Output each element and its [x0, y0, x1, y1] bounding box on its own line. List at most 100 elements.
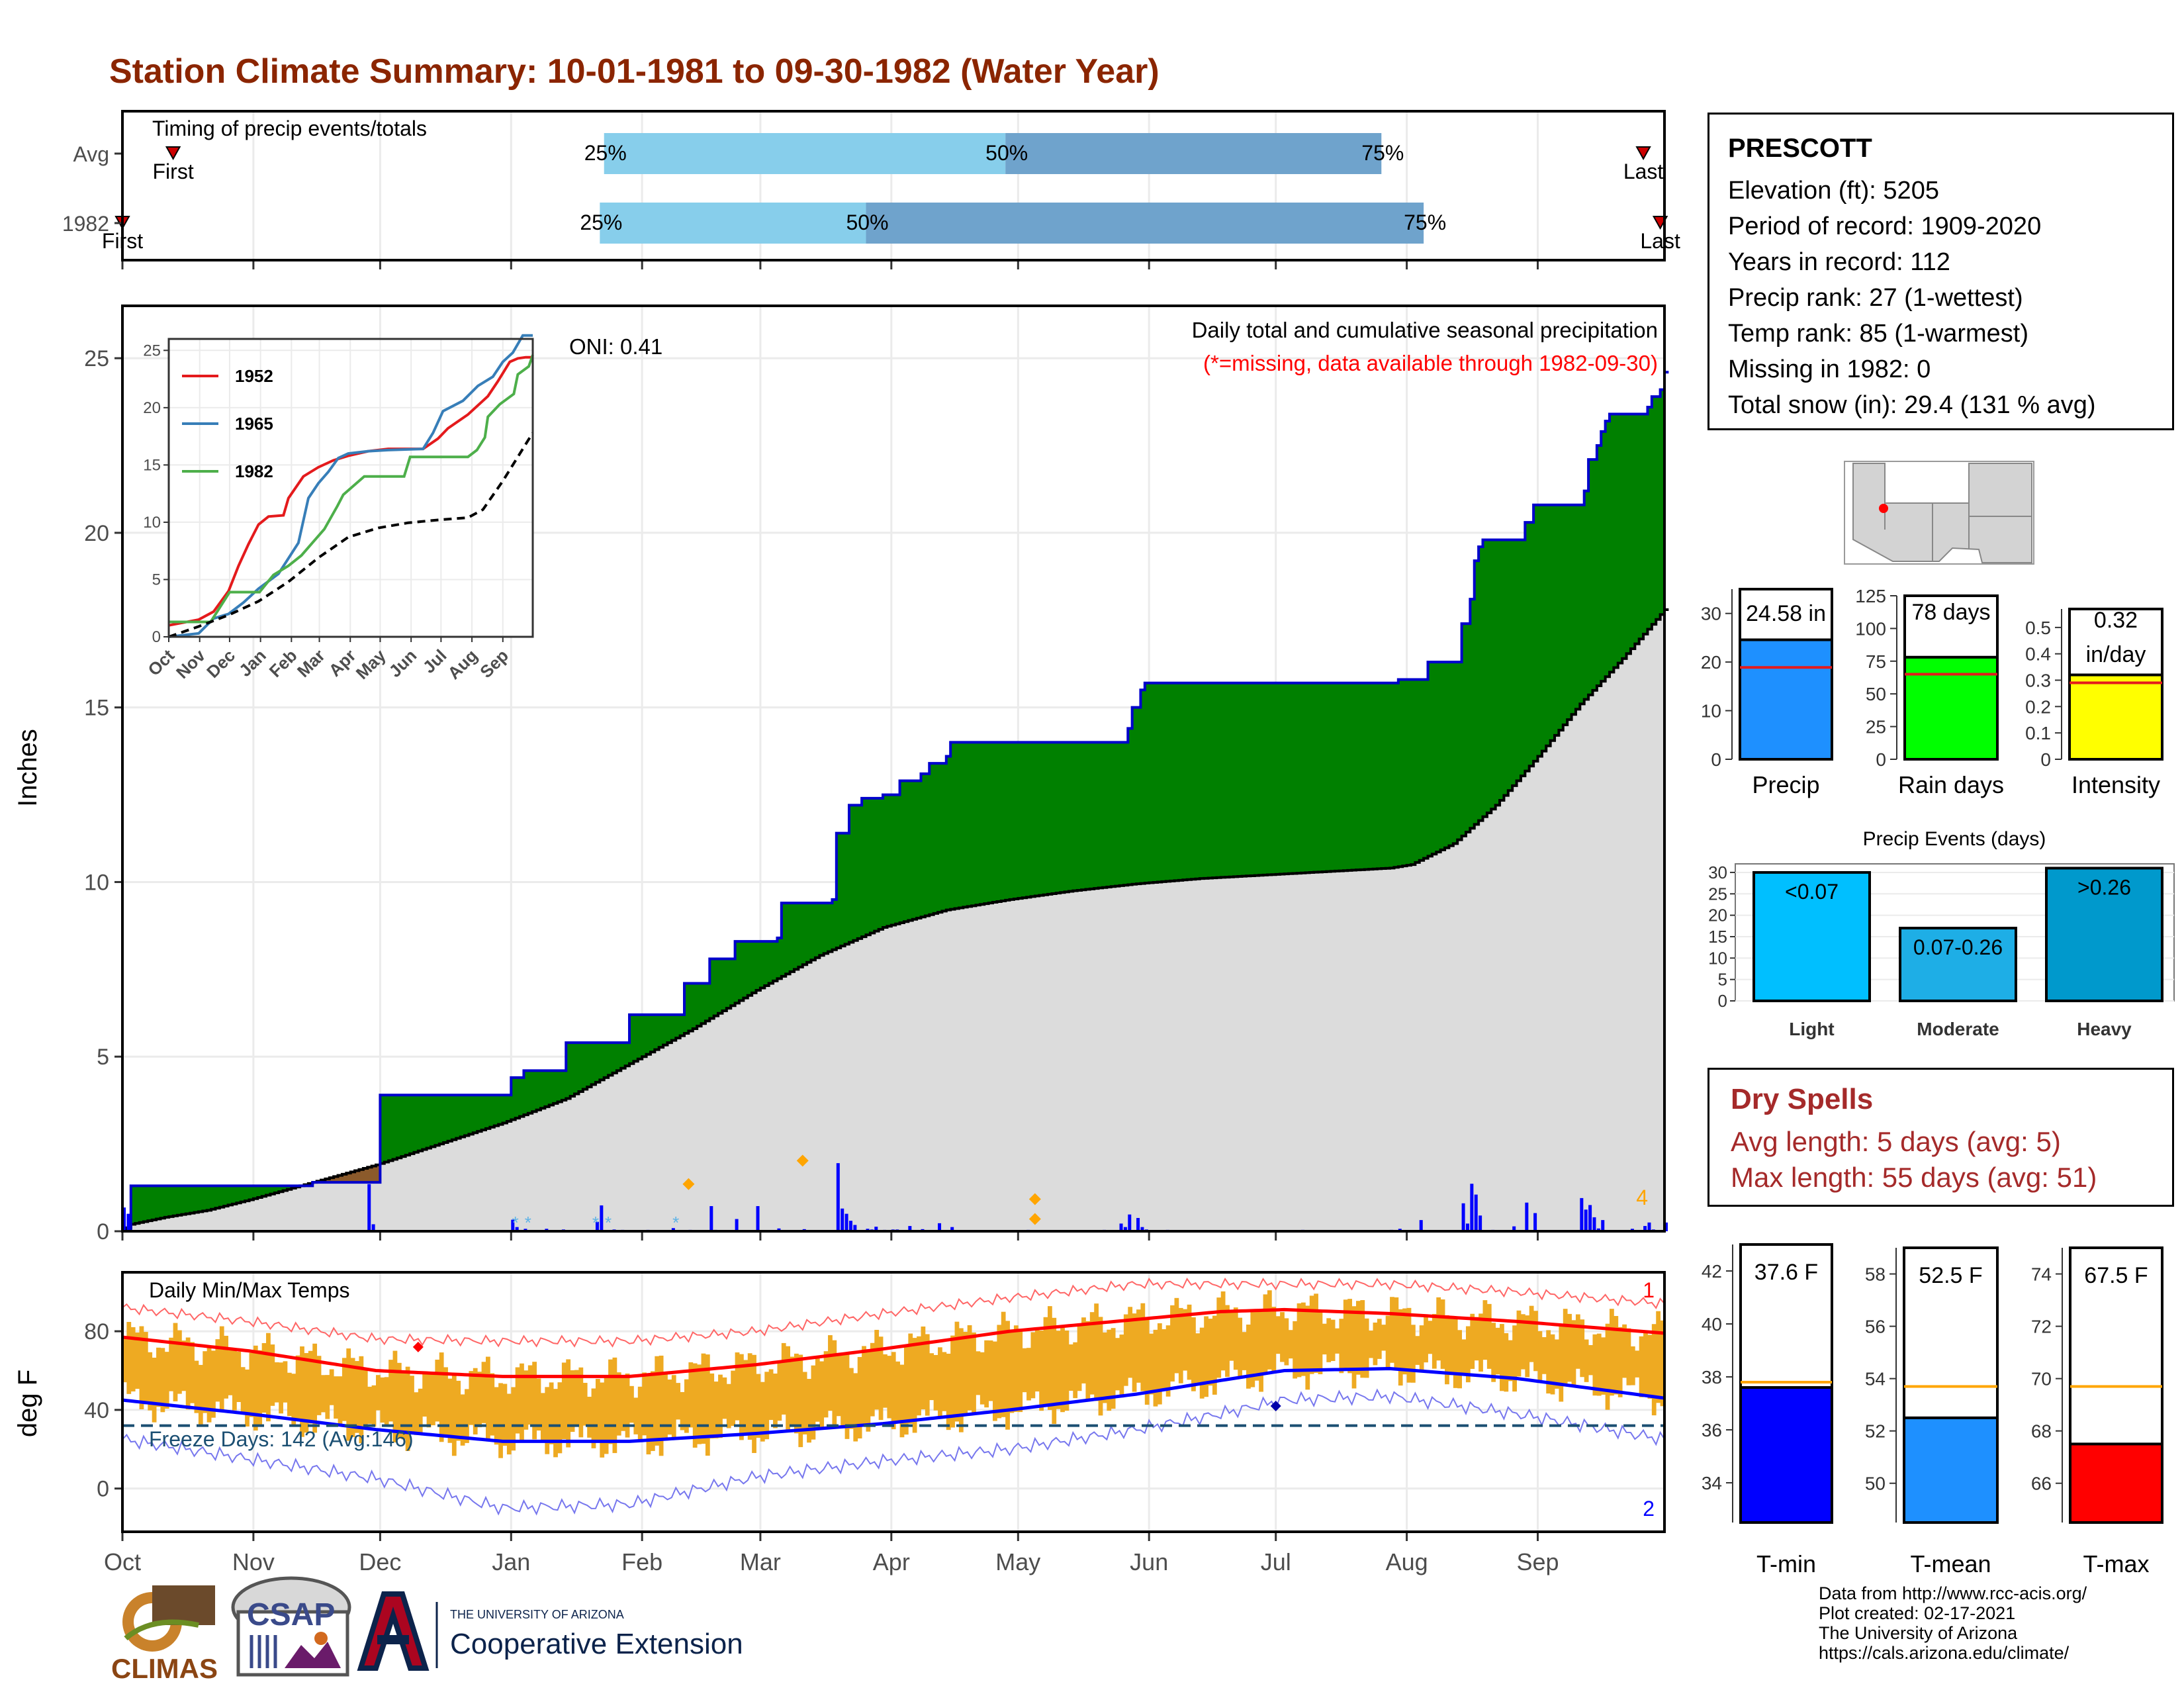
- temps-daily-range-bar: [1094, 1303, 1099, 1401]
- precip-anomaly-fill: [1199, 682, 1205, 879]
- temps-daily-range-bar: [1111, 1328, 1116, 1409]
- temps-daily-range-bar: [1161, 1329, 1167, 1389]
- temps-daily-range-bar: [228, 1350, 233, 1395]
- precip-anomaly-fill: [1617, 414, 1623, 663]
- temps-daily-range-bar: [663, 1373, 668, 1438]
- temps-daily-range-bar: [908, 1333, 913, 1424]
- precip-anomaly-fill: [198, 1186, 203, 1212]
- station-name: PRESCOTT: [1728, 134, 1872, 163]
- events-bar-label: >0.26: [2077, 875, 2131, 899]
- temps-daily-range-bar: [844, 1354, 850, 1439]
- precip-daily-bar: [1647, 1222, 1651, 1231]
- precip-anomaly-fill: [253, 1186, 258, 1199]
- temps-daily-range-bar: [1635, 1350, 1640, 1378]
- precip-anomaly-fill: [228, 1186, 233, 1205]
- precip-anomaly-fill: [215, 1186, 220, 1209]
- precip-anomaly-fill: [1656, 397, 1661, 620]
- temps-daily-range-bar: [295, 1355, 300, 1420]
- precip-anomaly-fill: [177, 1186, 182, 1215]
- temps-daily-range-bar: [1390, 1297, 1394, 1363]
- precip-anomaly-fill: [616, 1043, 621, 1071]
- precip-anomaly-fill: [705, 983, 710, 1021]
- precip-daily-bar: [1136, 1217, 1140, 1231]
- station-info-box: PRESCOTT Elevation (ft): 5205 Period of …: [1707, 113, 2174, 430]
- summary-bar-background: [1903, 1246, 1999, 1419]
- timing-frame: [121, 110, 1666, 261]
- precip-anomaly-fill: [261, 1186, 267, 1197]
- inset-series-line: [168, 334, 533, 638]
- precip-anomaly-fill: [1470, 599, 1475, 829]
- precip-anomaly-fill: [899, 780, 905, 923]
- summary-y-label: 34: [1702, 1473, 1722, 1493]
- precip-anomaly-fill: [532, 1070, 537, 1112]
- temps-daily-range-bar: [587, 1397, 592, 1438]
- inset-y-label: 0: [152, 628, 161, 646]
- precip-y-label: 20: [84, 521, 109, 546]
- temps-daily-range-bar: [274, 1362, 279, 1403]
- temps-daily-range-bar: [866, 1349, 871, 1432]
- month-axis-label: Jan: [492, 1548, 530, 1575]
- summary-bar: [2069, 1442, 2163, 1524]
- temps-daily-range-bar: [1102, 1332, 1107, 1403]
- temps-daily-range-bar: [1369, 1331, 1373, 1358]
- temps-daily-range-bar: [1246, 1324, 1251, 1389]
- summary-y-label: 0.5: [2025, 618, 2051, 638]
- precip-anomaly-fill: [194, 1186, 199, 1213]
- precip-anomaly-fill: [477, 1095, 482, 1132]
- precip-anomaly-fill: [984, 742, 989, 904]
- temps-daily-range-bar: [1229, 1311, 1234, 1361]
- temps-daily-range-bar: [1559, 1324, 1564, 1402]
- precip-daily-bar: [1119, 1223, 1123, 1231]
- precip-event-marker: [1028, 1213, 1041, 1225]
- precip-anomaly-fill: [1541, 504, 1547, 751]
- precip-daily-bar: [1128, 1214, 1132, 1231]
- temps-daily-range-bar: [1626, 1328, 1631, 1385]
- temps-daily-range-bar: [1174, 1297, 1179, 1374]
- precip-anomaly-fill: [190, 1186, 195, 1213]
- temps-daily-range-bar: [1309, 1295, 1314, 1374]
- dry-spells-avg: Avg length: 5 days (avg: 5): [1731, 1126, 2061, 1157]
- precip-anomaly-fill: [414, 1095, 419, 1152]
- precip-anomaly-fill: [206, 1186, 212, 1211]
- precip-anomaly-fill: [287, 1186, 292, 1190]
- temps-record-min-line: [122, 1388, 1665, 1516]
- precip-anomaly-fill: [257, 1186, 263, 1198]
- precip-anomaly-fill: [1559, 504, 1564, 730]
- summary-y-label: 125: [1855, 586, 1886, 606]
- timing-y-label: 1982: [62, 212, 109, 236]
- precip-anomaly-fill: [735, 941, 740, 1004]
- temps-daily-range-bar: [1596, 1333, 1602, 1396]
- precip-anomaly-fill: [240, 1186, 246, 1202]
- precip-y-label: 10: [84, 870, 109, 895]
- precip-anomaly-fill: [456, 1095, 461, 1139]
- credit-university: The University of Arizona: [1819, 1623, 2018, 1643]
- summary-y-label: 10: [1701, 701, 1721, 722]
- precip-anomaly-fill: [435, 1095, 440, 1146]
- summary-value-label: 37.6 F: [1754, 1260, 1818, 1285]
- precip-anomaly-fill: [844, 833, 850, 945]
- precip-anomaly-fill: [1060, 742, 1066, 893]
- precip-anomaly-fill: [777, 937, 782, 979]
- temps-daily-range-bar: [832, 1340, 837, 1425]
- temps-title: Daily Min/Max Temps: [149, 1278, 349, 1302]
- precip-anomaly-fill: [460, 1095, 465, 1137]
- precip-anomaly-fill: [527, 1070, 533, 1113]
- precip-anomaly-fill: [1588, 459, 1594, 695]
- precip-title: Daily total and cumulative seasonal prec…: [1192, 318, 1658, 342]
- temps-daily-range-bar: [1301, 1302, 1306, 1376]
- summary-value-label: 78 days: [1911, 600, 1990, 625]
- precip-daily-bar: [1664, 1222, 1668, 1231]
- events-category-label: Light: [1789, 1019, 1834, 1039]
- temps-daily-range-bar: [1195, 1333, 1201, 1383]
- temps-daily-range-bar: [312, 1343, 318, 1433]
- temps-daily-range-bar: [722, 1377, 727, 1419]
- temps-daily-range-bar: [1115, 1338, 1120, 1391]
- temps-daily-range-bar: [439, 1352, 444, 1442]
- month-axis-label: Nov: [232, 1548, 275, 1575]
- events-bar: [1899, 927, 2017, 1002]
- month-axis-label: Apr: [873, 1548, 910, 1575]
- precip-snow-marker: *: [592, 1213, 599, 1233]
- temps-daily-range-bar: [1009, 1329, 1015, 1413]
- precip-anomaly-fill: [388, 1095, 394, 1161]
- temps-daily-range-bar: [1563, 1309, 1568, 1387]
